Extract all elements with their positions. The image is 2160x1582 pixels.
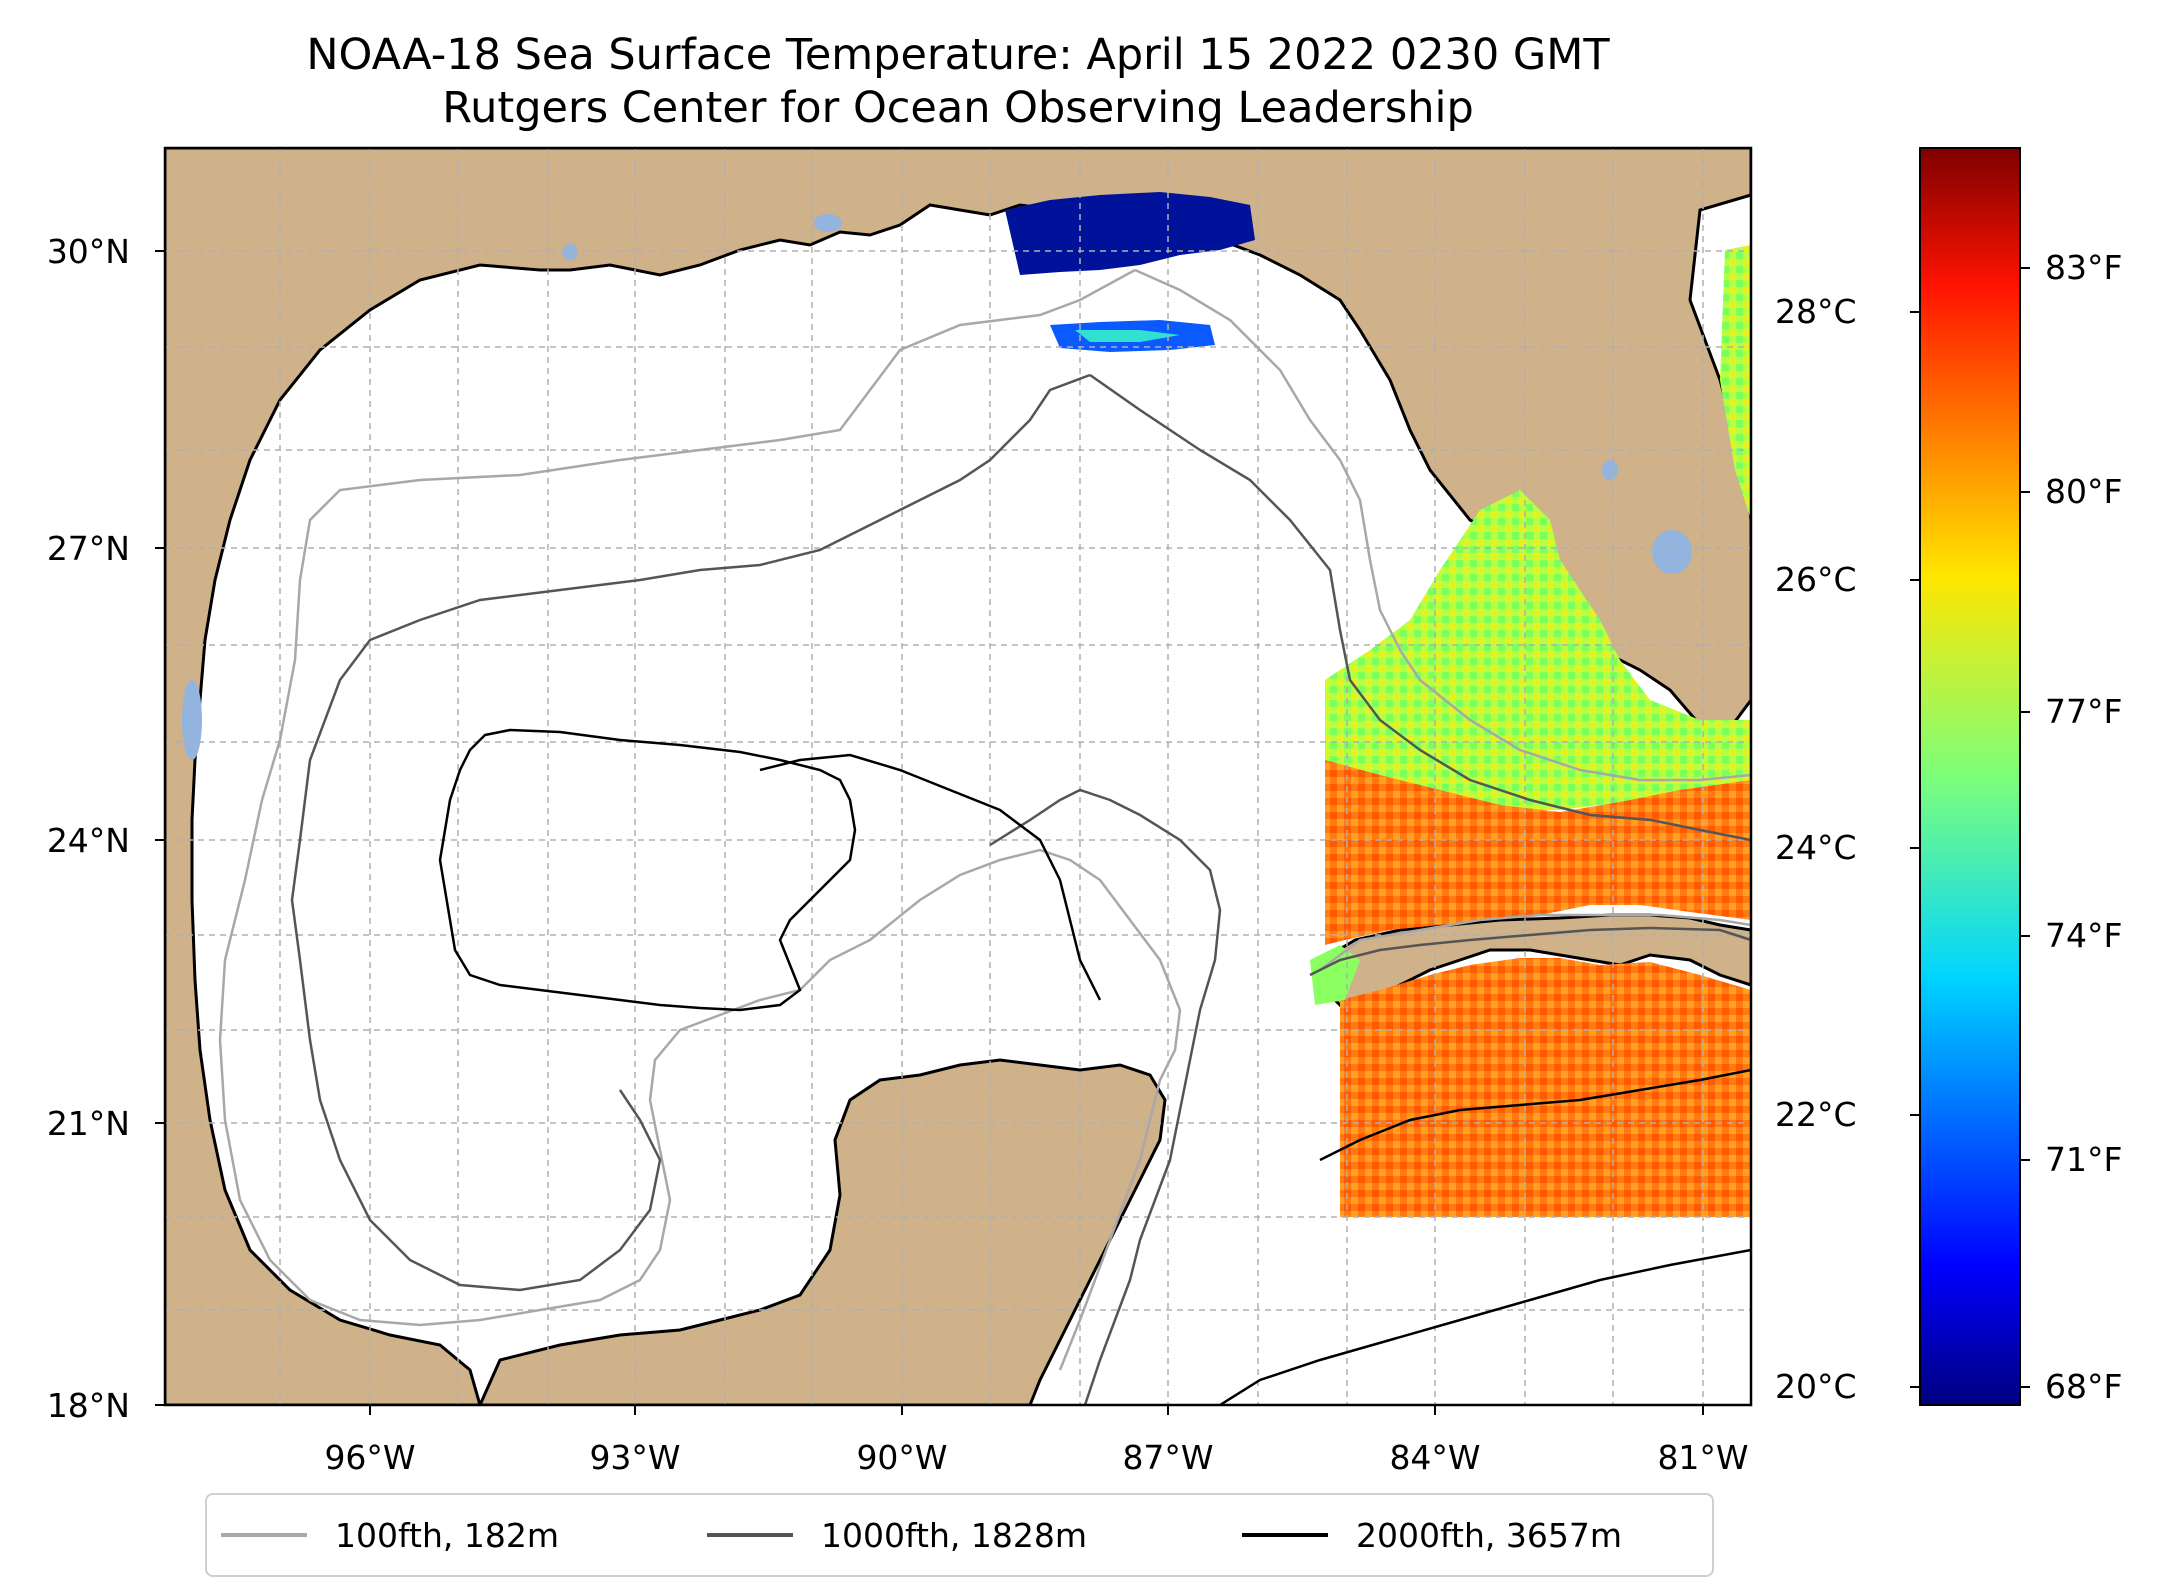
colorbar-label-22c: 22°C [1775, 1095, 1857, 1134]
land-layer [165, 148, 1751, 1405]
lake-layer [182, 214, 1692, 760]
colorbar [1919, 147, 2021, 1406]
lon-tick-81: 81°W [1657, 1438, 1749, 1477]
contour-legend: 100fth, 182m 1000fth, 1828m 2000fth, 365… [205, 1493, 1714, 1577]
sst-blue-patch-north [1005, 192, 1255, 275]
lake-small-1 [562, 244, 578, 260]
chart-title: NOAA-18 Sea Surface Temperature: April 1… [306, 30, 1610, 80]
colorbar-label-71f: 71°F [2045, 1140, 2123, 1179]
sst-green-patch-florida [1325, 490, 1751, 810]
land-cuba [1323, 913, 1751, 1012]
sst-green-east-strip [1720, 245, 1751, 520]
lon-tick-90: 90°W [856, 1438, 948, 1477]
map-frame [163, 146, 1753, 1407]
land-north-us-coast [165, 148, 1751, 1405]
colorbar-label-77f: 77°F [2045, 692, 2123, 731]
colorbar-label-28c: 28°C [1775, 292, 1857, 331]
lon-tick-87: 87°W [1122, 1438, 1214, 1477]
legend-swatch-2000fth [1242, 1533, 1328, 1537]
sst-orange-patch-south [1340, 958, 1751, 1217]
colorbar-label-20c: 20°C [1775, 1367, 1857, 1406]
lake-texas [182, 680, 202, 760]
chart-subtitle: Rutgers Center for Ocean Observing Leade… [442, 83, 1474, 133]
legend-swatch-1000fth [707, 1533, 793, 1537]
grid-lines [165, 148, 1751, 1405]
colorbar-label-80f: 80°F [2045, 472, 2123, 511]
lon-tick-93: 93°W [589, 1438, 681, 1477]
lake-okeechobee [1652, 530, 1692, 574]
legend-swatch-100fth [221, 1533, 307, 1537]
contour-100fth [218, 268, 1751, 1371]
colorbar-label-24c: 24°C [1775, 828, 1857, 867]
contour-2000fth [438, 728, 1751, 1405]
colorbar-ticks [1910, 267, 2030, 1388]
colorbar-label-74f: 74°F [2045, 916, 2123, 955]
lat-tick-21: 21°N [46, 1104, 130, 1143]
lake-pontchartrain [814, 214, 842, 232]
lake-small-2 [1602, 460, 1618, 480]
axis-ticks [155, 250, 1704, 1415]
colorbar-label-68f: 68°F [2045, 1367, 2123, 1406]
lat-tick-24: 24°N [46, 821, 130, 860]
legend-label-1000fth: 1000fth, 1828m [821, 1515, 1087, 1555]
legend-item-1000fth: 1000fth, 1828m [707, 1495, 1087, 1575]
lat-tick-18: 18°N [46, 1386, 130, 1425]
legend-label-100fth: 100fth, 182m [335, 1515, 559, 1555]
colorbar-label-26c: 26°C [1775, 560, 1857, 599]
colorbar-label-83f: 83°F [2045, 248, 2123, 287]
lat-tick-30: 30°N [46, 232, 130, 271]
contour-1000fth [290, 373, 1751, 1405]
legend-item-100fth: 100fth, 182m [221, 1495, 559, 1575]
lon-tick-84: 84°W [1389, 1438, 1481, 1477]
lon-tick-96: 96°W [324, 1438, 416, 1477]
sst-overlay [1005, 192, 1751, 1217]
sst-orange-patch-east [1325, 760, 1751, 945]
sst-cyan-patch [1075, 330, 1180, 342]
lat-tick-27: 27°N [46, 529, 130, 568]
land-yucatan [478, 1058, 1167, 1405]
legend-item-2000fth: 2000fth, 3657m [1242, 1495, 1622, 1575]
legend-label-2000fth: 2000fth, 3657m [1356, 1515, 1622, 1555]
